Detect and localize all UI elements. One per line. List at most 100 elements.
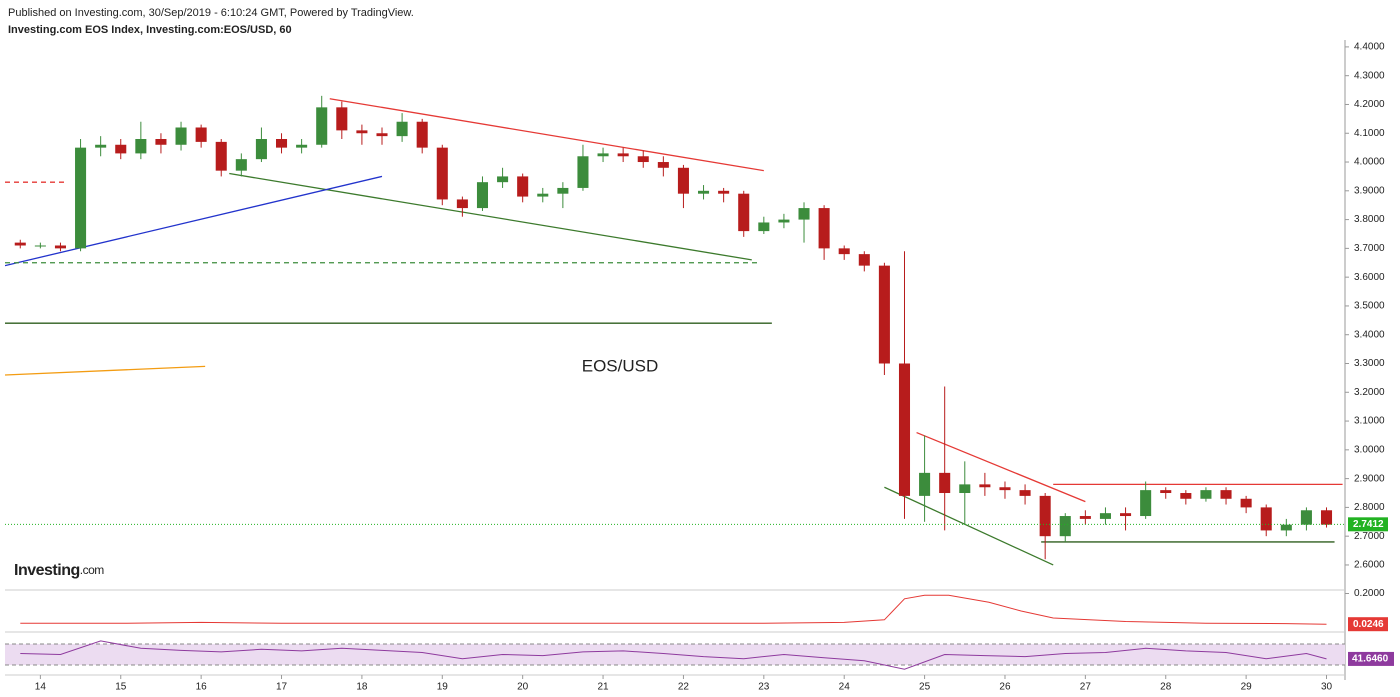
- indicator-line: [20, 594, 1327, 625]
- y-tick-label: 3.1000: [1354, 416, 1385, 427]
- trendline: [5, 175, 383, 267]
- candle-body: [999, 487, 1011, 491]
- candle-body: [336, 107, 348, 131]
- candle-body: [376, 133, 388, 137]
- candle-body: [1019, 490, 1031, 496]
- x-tick-label: 30: [1321, 682, 1333, 693]
- candle-body: [637, 156, 649, 163]
- last-price-tag-bg: [1348, 517, 1388, 532]
- candle-body: [255, 139, 267, 160]
- candle-body: [858, 254, 870, 266]
- trendline: [329, 98, 764, 172]
- candle-body: [1240, 498, 1252, 508]
- candle-body: [838, 248, 850, 255]
- x-tick-label: 25: [919, 682, 931, 693]
- rsi-tag-bg: [1348, 651, 1394, 666]
- trendline: [229, 172, 752, 261]
- candle-body: [75, 147, 87, 249]
- x-tick-label: 27: [1080, 682, 1092, 693]
- candle-body: [537, 193, 549, 197]
- y-tick-label: 2.9000: [1354, 473, 1385, 484]
- candle-body: [296, 144, 308, 148]
- last-price-tag: 2.7412: [1353, 519, 1384, 530]
- y-tick-label: 3.0000: [1354, 444, 1385, 455]
- candle-body: [657, 162, 669, 168]
- candle-body: [1320, 510, 1333, 525]
- candle-body: [898, 363, 911, 496]
- indicator-tag: 0.0246: [1353, 619, 1384, 630]
- candle-body: [1260, 507, 1272, 531]
- x-tick-label: 17: [276, 682, 288, 693]
- candle-body: [778, 219, 790, 223]
- logo: Investing.com: [14, 562, 104, 579]
- candle-body: [275, 139, 288, 148]
- candle-body: [677, 167, 689, 194]
- y-tick-label: 3.3000: [1354, 358, 1385, 369]
- candle-body: [54, 245, 66, 249]
- y-tick-label: 2.8000: [1354, 502, 1385, 513]
- candle-body: [14, 242, 26, 246]
- y-tick-label: 4.0000: [1354, 157, 1385, 168]
- candle-body: [1059, 516, 1071, 537]
- logo-suffix: .com: [80, 563, 105, 577]
- candle-body: [1039, 495, 1051, 537]
- candle-body: [698, 190, 710, 194]
- candle-body: [878, 265, 890, 364]
- candle-body: [1099, 513, 1111, 519]
- candle-body: [215, 141, 227, 171]
- chart-subtitle: Investing.com EOS Index, Investing.com:E…: [8, 24, 292, 36]
- candle-body: [1120, 513, 1132, 517]
- candle-body: [1079, 516, 1091, 519]
- indicator-line: [20, 640, 1327, 670]
- candle-body: [436, 147, 448, 200]
- x-tick-label: 14: [35, 682, 47, 693]
- candle-body: [1300, 510, 1312, 525]
- candle-body: [1200, 490, 1212, 499]
- candle-body: [1140, 490, 1152, 517]
- candle-body: [34, 245, 46, 247]
- trendline: [5, 365, 206, 376]
- x-tick-label: 16: [196, 682, 208, 693]
- candle-body: [1160, 490, 1172, 494]
- candle-body: [396, 121, 408, 137]
- candle-body: [95, 144, 107, 148]
- candle-body: [356, 130, 368, 134]
- y-tick-label: 4.4000: [1354, 42, 1385, 53]
- x-tick-label: 19: [437, 682, 449, 693]
- y-tick-label: 3.5000: [1354, 301, 1385, 312]
- candle-body: [235, 159, 247, 171]
- y-tick-label: 3.7000: [1354, 243, 1385, 254]
- candle-body: [738, 193, 750, 232]
- y-tick-label: 4.2000: [1354, 99, 1385, 110]
- indicator-tag-bg: [1348, 617, 1388, 632]
- candle-body: [195, 127, 207, 142]
- candle-body: [456, 199, 468, 209]
- y-tick-label: 2.7000: [1354, 531, 1385, 542]
- candle-body: [155, 139, 167, 145]
- candle-body: [597, 153, 609, 157]
- y-tick-label: 3.4000: [1354, 329, 1385, 340]
- candle-body: [577, 156, 589, 188]
- y-tick-label: 3.6000: [1354, 272, 1385, 283]
- y-tick-label: 2.6000: [1354, 560, 1385, 571]
- trendline: [884, 486, 1054, 566]
- candle-body: [798, 208, 810, 220]
- candle-body: [758, 222, 770, 232]
- x-tick-label: 20: [517, 682, 529, 693]
- candle-body: [135, 139, 147, 154]
- logo-brand: Investing: [14, 562, 80, 579]
- watermark: EOS/USD: [582, 356, 659, 375]
- candle-body: [979, 484, 991, 488]
- x-tick-label: 22: [678, 682, 690, 693]
- candle-body: [557, 187, 569, 194]
- candle-body: [617, 153, 629, 157]
- x-tick-label: 28: [1160, 682, 1172, 693]
- y-tick-label: 3.8000: [1354, 214, 1385, 225]
- candle-body: [1180, 493, 1192, 499]
- candle-body: [476, 182, 489, 209]
- y-tick-label: 0.2000: [1354, 588, 1385, 599]
- y-tick-label: 3.2000: [1354, 387, 1385, 398]
- candle-body: [115, 144, 127, 154]
- y-tick-label: 3.9000: [1354, 185, 1385, 196]
- x-tick-label: 24: [839, 682, 851, 693]
